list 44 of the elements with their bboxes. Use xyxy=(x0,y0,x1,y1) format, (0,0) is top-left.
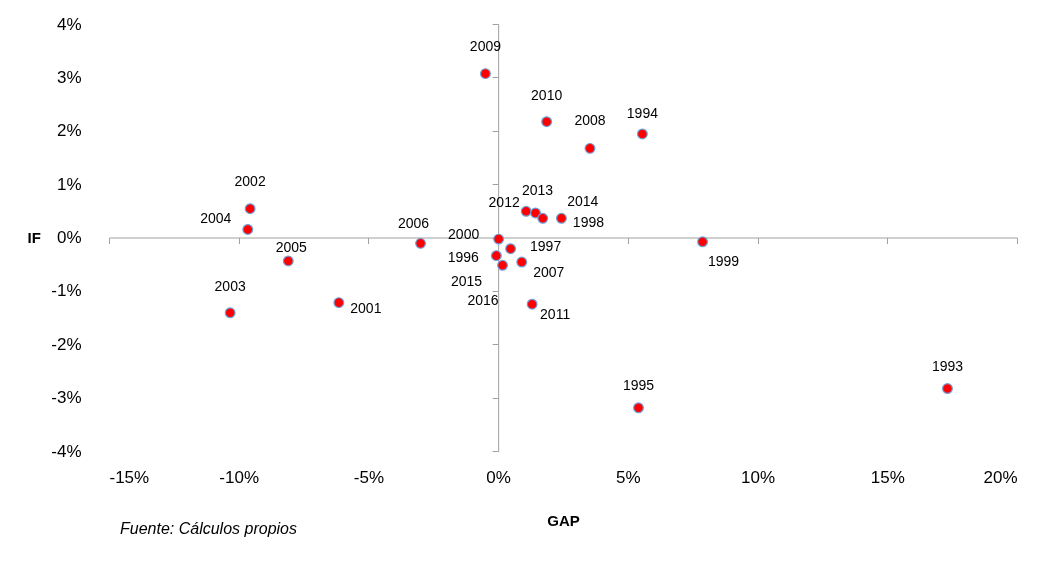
y-tick-label: 4% xyxy=(56,14,82,34)
y-tick-label: -4% xyxy=(51,441,82,461)
annotation: 2010 xyxy=(531,86,563,103)
annotation: 1994 xyxy=(626,104,659,121)
annotation: 2006 xyxy=(398,215,430,232)
y-tick-label: 3% xyxy=(56,67,82,87)
y-tick-label: -3% xyxy=(51,388,82,408)
annotation: 2007 xyxy=(533,264,565,281)
annotation: 1995 xyxy=(622,376,655,393)
annotation: 2016 xyxy=(467,292,499,309)
annotation: 2001 xyxy=(350,299,382,316)
y-tick-label: -1% xyxy=(51,281,82,301)
y-tick-label: 1% xyxy=(56,174,82,194)
x-axis-title: GAP xyxy=(547,511,580,529)
source-note: Fuente: Cálculos propios xyxy=(120,520,297,538)
x-tick-label: 15% xyxy=(870,467,905,487)
annotation: 1996 xyxy=(447,248,480,265)
annotation: 2013 xyxy=(521,181,554,198)
x-tick-label: 0% xyxy=(486,467,511,487)
y-tick-label: -2% xyxy=(51,334,82,354)
x-tick-label: -10% xyxy=(219,467,260,487)
y-tick-label: 0% xyxy=(56,228,82,247)
annotation: 2012 xyxy=(488,194,520,211)
annotation: 2009 xyxy=(469,37,502,54)
annotation: 2005 xyxy=(275,238,308,255)
x-tick-label: -5% xyxy=(353,467,385,487)
annotation: 2011 xyxy=(540,306,571,323)
y-tick-label: 2% xyxy=(56,121,82,141)
annotation: 2008 xyxy=(574,112,606,129)
x-tick-label: 5% xyxy=(616,467,641,487)
annotation: 1997 xyxy=(530,237,562,254)
annotation: 1993 xyxy=(931,357,964,374)
annotation: 2002 xyxy=(234,172,266,189)
annotation: 2000 xyxy=(448,226,480,243)
annotation: 2004 xyxy=(200,210,232,227)
x-tick-label: -15% xyxy=(109,467,150,487)
y-axis-title: IF xyxy=(27,229,41,246)
x-tick-label: 20% xyxy=(983,467,1018,487)
annotation: 2003 xyxy=(214,277,246,294)
annotation: 1999 xyxy=(707,252,740,269)
annotation: 1998 xyxy=(572,214,605,231)
x-tick-label: 10% xyxy=(741,467,776,487)
annotation: 2014 xyxy=(567,193,599,210)
annotation: 2015 xyxy=(450,273,483,290)
